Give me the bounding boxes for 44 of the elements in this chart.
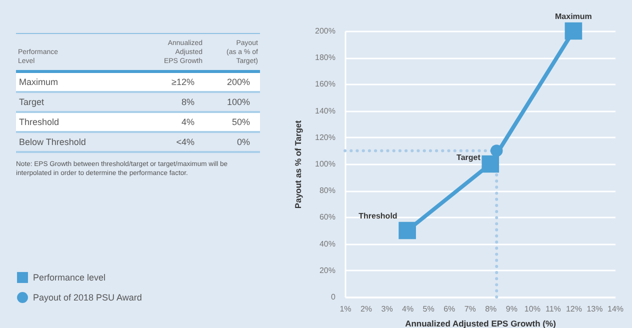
- annotation: Target: [456, 153, 481, 162]
- y-tick-label: 140%: [315, 106, 336, 116]
- y-tick-label: 80%: [319, 186, 336, 196]
- text: 50%: [232, 117, 250, 127]
- text: <4%: [176, 137, 194, 147]
- y-tick-label: 100%: [315, 160, 336, 168]
- x-tick-label: 12%: [566, 304, 582, 314]
- x-tick-label: 1%: [340, 304, 352, 314]
- x-tick-label: 13%: [586, 304, 603, 314]
- x-tick-label: 6%: [444, 304, 456, 314]
- x-tick-label: 11%: [545, 304, 561, 314]
- x-tick-label: 3%: [381, 304, 393, 314]
- annotation: Threshold: [358, 212, 398, 220]
- y-tick-label: 120%: [315, 132, 336, 142]
- x-tick-label: 7%: [464, 304, 476, 314]
- x-tick-label: 9%: [506, 304, 518, 314]
- y-tick-label: 60%: [319, 212, 336, 222]
- y-tick-label: 160%: [315, 80, 336, 89]
- text: 100%: [226, 97, 250, 107]
- legend-label: Performance level: [33, 272, 106, 282]
- y-tick-label: 200%: [315, 26, 336, 36]
- x-tick-label: 5%: [422, 304, 434, 314]
- text: Below Threshold: [19, 137, 86, 147]
- x-axis-title: Annualized Adjusted EPS Growth (%): [405, 318, 556, 328]
- x-tick-label: 2%: [360, 304, 372, 314]
- x-tick-label: 14%: [607, 304, 624, 314]
- y-axis-title: Payout as % of Target: [293, 120, 304, 209]
- text: Maximum: [19, 77, 58, 87]
- legend-label: Payout of 2018 PSU Award: [33, 292, 142, 302]
- y-tick-label: 40%: [319, 239, 336, 248]
- y-tick-label: 0: [331, 292, 336, 302]
- text: 0%: [236, 137, 250, 147]
- annotation: Maximum: [555, 12, 592, 21]
- text: ≥12%: [172, 77, 194, 87]
- text: 8%: [181, 97, 194, 107]
- text: Target: [19, 97, 44, 107]
- y-tick-label: 20%: [319, 266, 336, 275]
- text: 4%: [181, 117, 194, 127]
- x-tick-label: 4%: [402, 304, 414, 314]
- y-tick-label: 180%: [315, 53, 336, 62]
- text: 200%: [226, 77, 250, 87]
- x-tick-label: 10%: [524, 304, 540, 314]
- text: Threshold: [19, 117, 60, 127]
- x-tick-label: 8%: [485, 304, 497, 314]
